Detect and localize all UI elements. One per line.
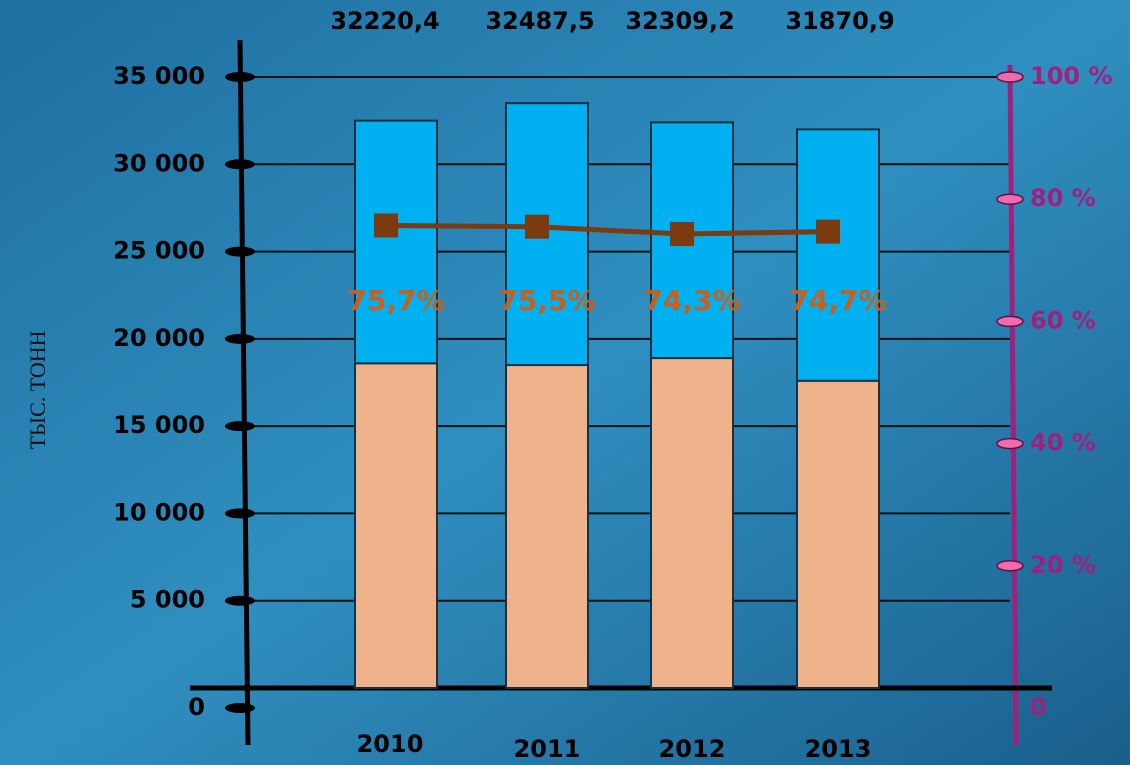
bar-segment [796,379,880,689]
line-marker [525,214,549,239]
y-tick [225,508,255,519]
y-tick-label: 35 000 [113,62,205,90]
x-tick-label: 2011 [514,735,581,763]
y-tick-label: 15 000 [113,411,205,439]
y-tick [225,333,255,344]
y-tick-label: 20 000 [113,324,205,352]
y-axis-label: ТЫС. ТОНН [25,330,50,449]
y2-tick-label: 80 % [1030,184,1096,212]
total-label: 31870,9 [785,7,894,35]
y-tick [225,421,255,432]
bar-segment [650,357,734,689]
x-tick-label: 2012 [659,735,726,763]
total-label: 32487,5 [485,7,594,35]
y2-tick-label: 100 % [1030,62,1113,90]
y2-tick-label: 0 [1030,693,1047,721]
y-tick-label: 25 000 [113,237,205,265]
y2-tick [996,315,1024,328]
data-label: 74,3% [643,284,740,317]
y2-tick-label: 20 % [1030,551,1096,579]
data-label: 75,5% [498,284,595,317]
data-label: 75,7% [347,284,444,317]
bar-segment [505,364,589,689]
total-label: 32220,4 [330,7,439,35]
bar-segment [796,128,880,382]
x-tick-label: 2010 [357,730,424,758]
y2-tick-label: 60 % [1030,306,1096,334]
line-marker [816,219,840,244]
y2-tick-label: 40 % [1030,429,1096,457]
y-tick [225,595,255,606]
data-label: 74,7% [789,284,886,317]
y-axis [237,39,251,746]
line [385,222,829,237]
y2-tick [996,71,1024,83]
y-tick-label: 30 000 [113,149,205,177]
line-marker [670,222,694,247]
y-tick-label: 0 [188,693,205,721]
bar-segment [354,119,438,365]
y-tick-label: 10 000 [113,498,205,526]
y2-axis [1007,64,1019,746]
line-marker [374,213,398,238]
y2-tick [996,437,1024,450]
y2-tick [996,560,1024,572]
y-tick [225,703,255,713]
y2-tick [996,193,1024,205]
bar-segment [354,362,438,689]
x-tick-label: 2013 [805,735,872,763]
y-tick-label: 5 000 [130,586,205,614]
total-label: 32309,2 [625,7,734,35]
